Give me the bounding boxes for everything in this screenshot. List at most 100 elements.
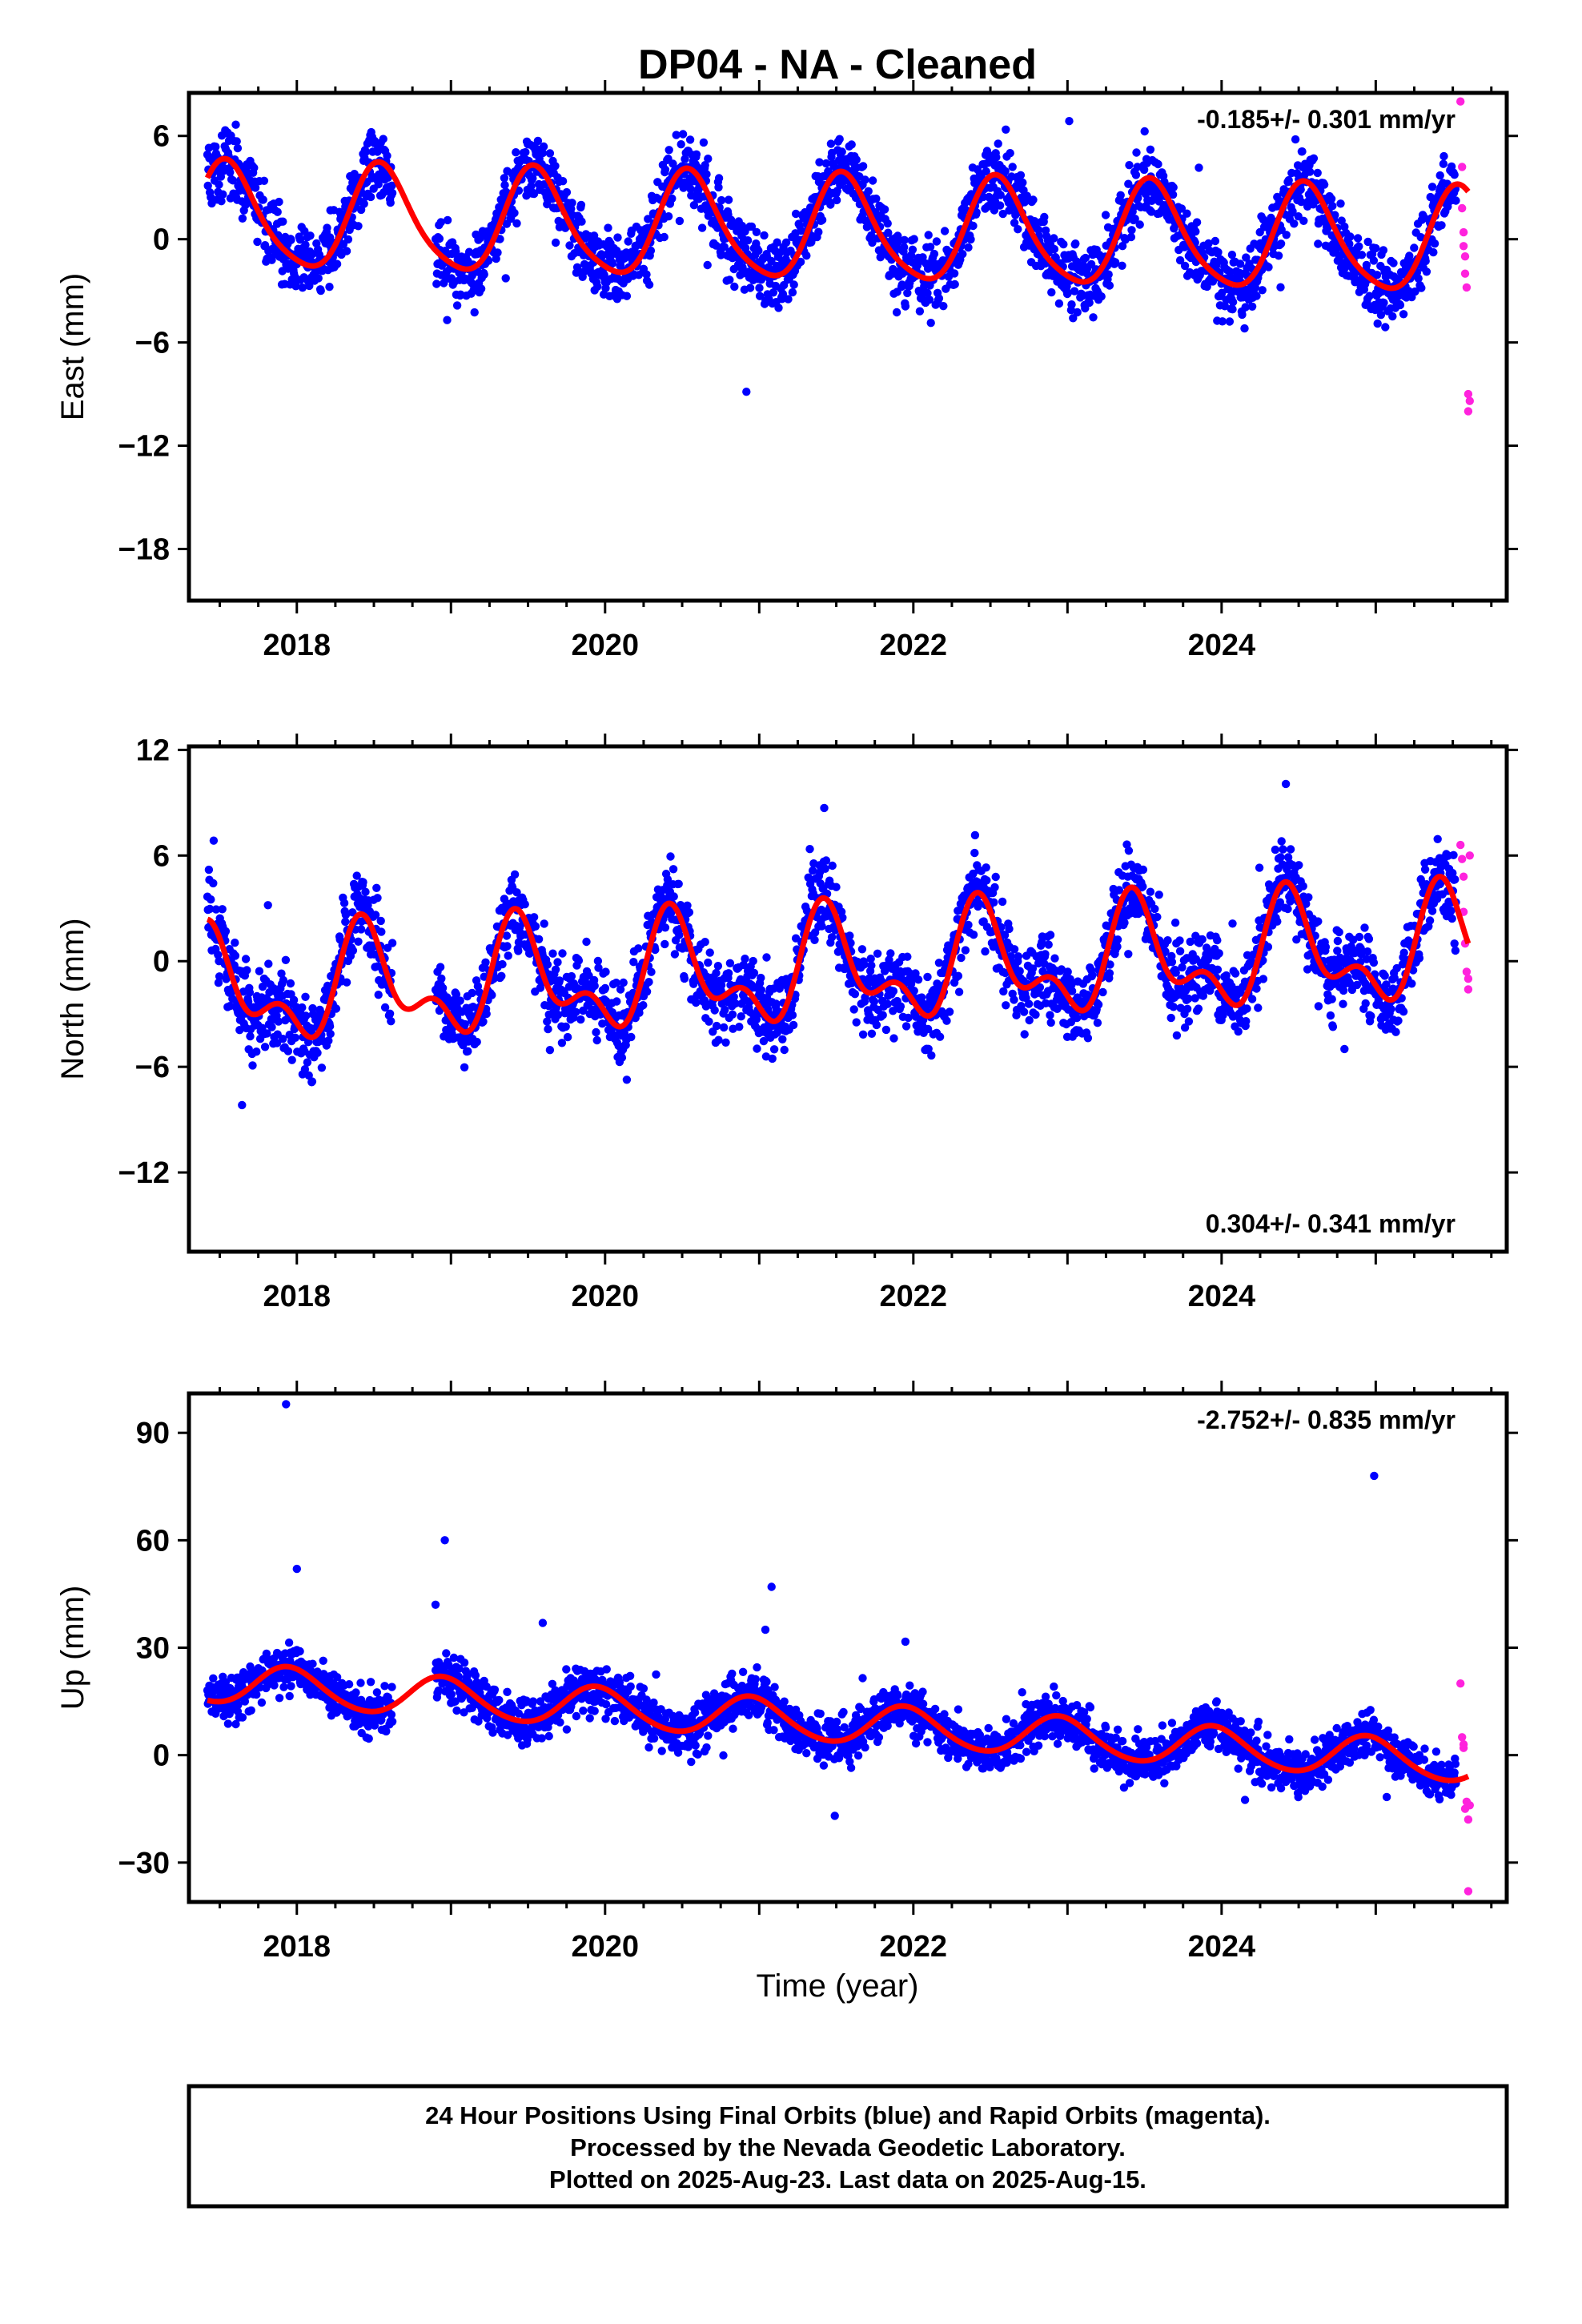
final-orbit-point [942, 1016, 951, 1025]
final-orbit-point [958, 250, 967, 259]
final-orbit-point [608, 259, 617, 268]
final-orbit-point [930, 249, 939, 259]
final-orbit-point [1399, 310, 1408, 319]
final-orbit-point [644, 978, 653, 987]
final-orbit-point [1213, 965, 1223, 975]
final-orbit-point [852, 1018, 861, 1027]
final-orbit-point [1328, 1023, 1338, 1031]
final-orbit-point [867, 231, 876, 240]
final-orbit-point [238, 1100, 247, 1110]
final-orbit-point [850, 990, 860, 999]
final-orbit-point [295, 235, 305, 244]
final-orbit-point [452, 247, 460, 256]
final-orbit-point [1089, 313, 1098, 322]
final-orbit-point [1040, 212, 1049, 222]
final-orbit-point [250, 163, 259, 172]
final-orbit-point [443, 215, 452, 225]
final-orbit-point [472, 1037, 481, 1047]
final-orbit-point [1304, 893, 1313, 902]
final-orbit-point [1180, 261, 1190, 271]
final-orbit-point [1010, 945, 1019, 954]
final-orbit-point [778, 1035, 787, 1044]
final-orbit-point [323, 223, 331, 232]
final-orbit-point [1072, 1013, 1082, 1023]
final-orbit-point [981, 947, 990, 956]
final-orbit-point [720, 243, 729, 251]
final-orbit-point [354, 937, 363, 947]
final-orbit-point [685, 908, 694, 917]
final-orbit-point [788, 287, 797, 297]
final-orbit-point [704, 958, 713, 967]
final-orbit-point [712, 241, 721, 250]
final-orbit-point [767, 256, 776, 266]
final-orbit-point [814, 227, 823, 236]
final-orbit-point [301, 992, 310, 1002]
x-tick-label: 2022 [880, 629, 948, 662]
final-orbit-point [264, 959, 273, 968]
final-orbit-point [699, 138, 709, 147]
y-tick-label: −18 [118, 533, 170, 567]
final-orbit-point [305, 281, 314, 291]
final-orbit-point [275, 197, 283, 207]
final-orbit-point [1178, 963, 1186, 972]
final-orbit-point [1024, 999, 1034, 1008]
final-orbit-point [969, 221, 978, 231]
final-orbit-point [496, 235, 504, 243]
final-orbit-point [1154, 159, 1162, 169]
final-orbit-point [501, 274, 510, 283]
final-orbit-point [1435, 171, 1444, 180]
final-orbit-point [612, 997, 621, 1006]
final-orbit-point [437, 261, 447, 270]
final-orbit-point [1001, 167, 1010, 175]
final-orbit-point [545, 1046, 555, 1055]
final-orbit-point [1234, 1027, 1243, 1036]
final-orbit-point [1255, 863, 1264, 872]
final-orbit-point [1242, 1017, 1251, 1026]
final-orbit-point [1228, 305, 1237, 314]
final-orbit-point [970, 848, 979, 858]
final-orbit-point [1195, 163, 1203, 172]
final-orbit-point [665, 146, 673, 155]
final-orbit-point [858, 162, 868, 171]
final-orbit-point [1134, 194, 1142, 203]
final-orbit-point [1284, 175, 1293, 185]
final-orbit-point [826, 139, 836, 148]
rapid-orbit-point [1465, 396, 1475, 405]
final-orbit-point [627, 1032, 636, 1042]
final-orbit-point [387, 939, 397, 947]
final-orbit-point [1296, 185, 1305, 194]
final-orbit-point [950, 269, 959, 278]
final-orbit-point [529, 913, 539, 922]
final-orbit-point [909, 235, 918, 243]
final-orbit-point [315, 250, 324, 259]
final-orbit-point [847, 140, 856, 149]
final-orbit-point [221, 927, 231, 936]
final-orbit-point [1081, 253, 1090, 263]
final-orbit-point [531, 922, 540, 931]
final-orbit-point [829, 162, 839, 171]
final-orbit-point [1339, 999, 1347, 1008]
final-orbit-point [1282, 231, 1291, 239]
final-orbit-point [764, 263, 773, 271]
final-orbit-point [432, 279, 441, 288]
final-orbit-point [1243, 1004, 1251, 1013]
final-orbit-point [577, 217, 586, 226]
final-orbit-point [291, 1033, 300, 1043]
final-orbit-point [1220, 302, 1230, 311]
final-orbit-point [1371, 243, 1380, 253]
final-orbit-point [1083, 1034, 1093, 1043]
final-orbit-point [872, 1020, 881, 1030]
final-orbit-point [1305, 167, 1315, 176]
final-orbit-point [301, 240, 310, 249]
y-axis-label: East (mm) [55, 273, 90, 420]
final-orbit-point [861, 216, 870, 225]
final-orbit-point [828, 861, 837, 870]
final-orbit-point [1357, 251, 1367, 259]
final-orbit-point [383, 151, 391, 160]
final-orbit-point [869, 997, 879, 1006]
final-orbit-point [1211, 236, 1220, 246]
final-orbit-point [1154, 891, 1163, 899]
final-orbit-point [900, 235, 909, 244]
final-orbit-point [661, 923, 670, 932]
final-orbit-point [878, 1011, 887, 1019]
